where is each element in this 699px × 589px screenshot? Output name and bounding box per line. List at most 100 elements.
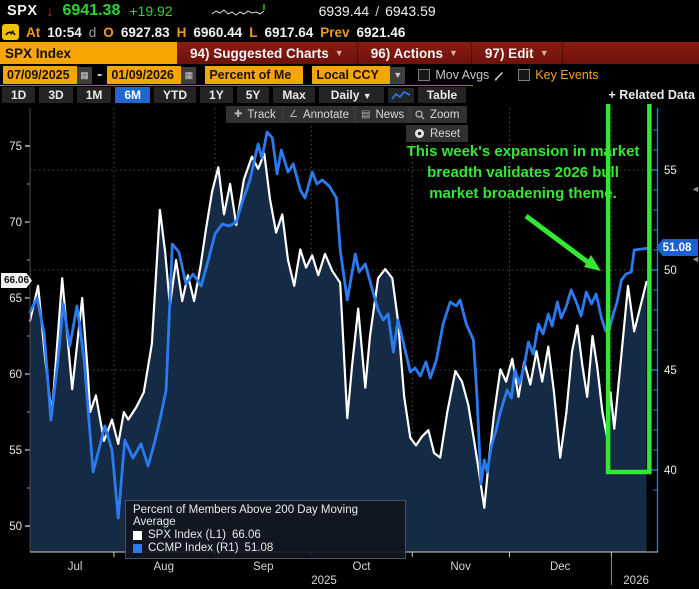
chart-legend: Percent of Members Above 200 Day Moving …	[125, 500, 406, 559]
left-axis-label: 75	[9, 141, 22, 153]
at-label: At	[26, 24, 41, 40]
left-axis-label: 65	[9, 293, 22, 305]
quote-time: 10:54	[47, 24, 82, 40]
tab-1m[interactable]: 1M	[76, 87, 112, 103]
date-range-dash: -	[97, 66, 103, 83]
date-from-input[interactable]: 07/09/2025	[3, 66, 77, 84]
legend-ccmp-value: 51.08	[244, 542, 274, 554]
left-axis-label: 70	[9, 217, 22, 229]
currency-select[interactable]: Local CCY	[312, 66, 391, 84]
date-to-input[interactable]: 01/09/2026	[107, 66, 182, 84]
year-label: 2025	[311, 575, 337, 587]
prev-label: Prev	[320, 24, 350, 40]
ccmp-last-value-badge: 51.08	[656, 239, 698, 256]
legend-title: Percent of Members Above 200 Day Moving …	[133, 504, 359, 528]
mov-avgs-checkbox[interactable]	[418, 69, 431, 81]
tab-max[interactable]: Max	[273, 87, 315, 103]
chevron-down-icon: ▼	[539, 48, 549, 58]
price-change: +19.92	[129, 3, 173, 19]
period-label: Daily	[330, 88, 360, 102]
chart-controls-row: 07/09/2025 ▦ - 01/09/2026 ▦ Percent of M…	[0, 64, 699, 86]
tab-1y[interactable]: 1Y	[200, 87, 233, 103]
tab-ytd[interactable]: YTD	[154, 87, 197, 103]
menu-actions[interactable]: 96) Actions ▼	[358, 42, 472, 64]
intraday-sparkline	[211, 3, 265, 16]
track-label: Track	[247, 108, 276, 121]
last-price: 6941.38	[62, 2, 121, 19]
security-field[interactable]: SPX Index	[0, 42, 177, 64]
high-price: 6960.44	[193, 24, 243, 40]
track-button[interactable]: ✚ Track	[226, 106, 284, 123]
key-events-checkbox[interactable]	[518, 69, 531, 81]
delayed-gauge-icon	[2, 24, 19, 40]
chevron-down-icon: ▼	[449, 48, 458, 58]
annotate-icon: ∠	[289, 109, 298, 120]
axis-drag-arrow-icon[interactable]: ◄	[691, 254, 699, 264]
period-select[interactable]: Daily ▼	[318, 87, 384, 103]
right-axis-label: 40	[664, 465, 677, 477]
calendar-icon[interactable]: ▦	[181, 66, 197, 84]
high-label: H	[176, 24, 187, 40]
tab-table[interactable]: Table	[417, 87, 467, 103]
news-icon: ▤	[361, 109, 371, 120]
tab-3d[interactable]: 3D	[39, 87, 73, 103]
tab-1d[interactable]: 1D	[2, 87, 36, 103]
open-price: 6927.83	[120, 24, 170, 40]
prev-close: 6921.46	[356, 24, 406, 40]
ccmp-line	[28, 130, 648, 520]
spx-line	[28, 152, 648, 509]
menu-edit[interactable]: 97) Edit ▼	[472, 42, 563, 64]
study-field[interactable]: Percent of Me	[205, 66, 304, 84]
legend-row-spx: SPX Index (L1) 66.06	[133, 529, 398, 541]
reset-icon	[414, 128, 425, 139]
main-chart[interactable]: 75 70 65 60 55 50 55 50 45 40 Jul Aug Sep Oct Nov Dec 20…	[0, 104, 699, 589]
divider	[0, 85, 473, 86]
right-axis-label: 45	[664, 365, 677, 377]
pencil-icon[interactable]	[494, 70, 505, 81]
low-price: 6917.64	[264, 24, 314, 40]
highlight-box[interactable]	[605, 104, 652, 475]
related-data-button[interactable]: + Related Data	[608, 88, 696, 102]
chevron-down-icon[interactable]: ▼	[390, 66, 406, 84]
reset-button[interactable]: Reset	[406, 125, 469, 142]
spx-area-fill	[30, 153, 647, 552]
month-label: Jul	[68, 561, 83, 573]
legend-ccmp-label: CCMP Index (R1)	[148, 542, 239, 554]
left-axis-label: 60	[9, 369, 22, 381]
track-icon: ✚	[234, 109, 243, 120]
zoom-button[interactable]: Zoom	[407, 106, 468, 123]
ccmp-swatch	[133, 543, 142, 553]
calendar-icon[interactable]: ▦	[77, 66, 92, 84]
zoom-label: Zoom	[430, 108, 460, 121]
mov-avgs-label: Mov Avgs	[435, 68, 490, 82]
left-axis-label: 50	[9, 521, 22, 533]
down-arrow-icon: ↓	[46, 3, 54, 19]
bid-price: 6939.44	[318, 3, 370, 19]
annotation-line-3: market broadening theme.	[429, 185, 617, 202]
axis-drag-arrow-icon[interactable]: ◄	[691, 184, 699, 194]
news-button[interactable]: ▤ News	[353, 106, 413, 123]
chart-type-icon[interactable]	[387, 87, 414, 103]
tab-6m[interactable]: 6M	[115, 87, 151, 103]
month-label: Aug	[154, 561, 174, 573]
right-axis-label: 50	[664, 265, 677, 277]
tab-5y[interactable]: 5Y	[236, 87, 270, 103]
reset-label: Reset	[430, 127, 461, 140]
low-label: L	[249, 24, 258, 40]
key-events-label: Key Events	[535, 68, 599, 82]
menu-suggested-charts[interactable]: 94) Suggested Charts ▼	[177, 42, 358, 64]
annotation-arrowhead	[584, 255, 601, 271]
open-label: O	[103, 24, 114, 40]
news-label: News	[375, 108, 405, 121]
bid-ask: 6939.44 / 6943.59	[319, 3, 436, 19]
legend-row-ccmp: CCMP Index (R1) 51.08	[133, 542, 398, 554]
month-label: Sep	[253, 561, 273, 573]
year-label: 2026	[623, 575, 649, 587]
legend-spx-label: SPX Index (L1)	[148, 529, 226, 541]
annotate-button[interactable]: ∠ Annotate	[281, 106, 358, 123]
chevron-down-icon: ▼	[334, 48, 344, 58]
annotation-callout: This week's expansion in market breadth …	[372, 141, 674, 204]
month-label: Nov	[450, 561, 471, 573]
menu-suggested-charts-label: 94) Suggested Charts	[190, 45, 329, 61]
magnifier-icon	[415, 109, 425, 120]
